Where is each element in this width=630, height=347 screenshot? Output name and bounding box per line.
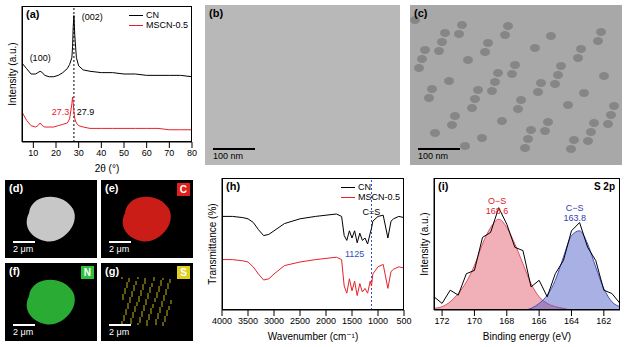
html-text:MSCN-0.5: MSCN-0.5 bbox=[358, 192, 400, 202]
svg-text:Intensity (a.u.): Intensity (a.u.) bbox=[419, 212, 430, 275]
html-text:2 μm: 2 μm bbox=[109, 244, 130, 254]
html-text:100 nm: 100 nm bbox=[213, 151, 243, 161]
svg-text:20: 20 bbox=[51, 148, 61, 158]
svg-text:500: 500 bbox=[396, 316, 411, 326]
html-text:(g): (g) bbox=[105, 265, 119, 277]
svg-text:3000: 3000 bbox=[264, 316, 284, 326]
html-text:CN: CN bbox=[146, 10, 159, 20]
svg-text:1125: 1125 bbox=[345, 249, 364, 259]
svg-text:2000: 2000 bbox=[316, 316, 336, 326]
svg-text:172: 172 bbox=[435, 316, 450, 326]
svg-text:163.8: 163.8 bbox=[563, 213, 586, 223]
svg-text:(002): (002) bbox=[82, 12, 103, 22]
html-text:100 nm: 100 nm bbox=[418, 151, 448, 161]
html-text:(h): (h) bbox=[226, 180, 240, 192]
html-text:MSCN-0.5: MSCN-0.5 bbox=[146, 20, 188, 30]
svg-text:4000: 4000 bbox=[212, 316, 232, 326]
svg-text:80: 80 bbox=[187, 148, 197, 158]
svg-text:Intensity (a.u.): Intensity (a.u.) bbox=[7, 42, 18, 105]
svg-text:10: 10 bbox=[28, 148, 38, 158]
html-text:2 μm: 2 μm bbox=[109, 327, 130, 337]
html-text:S 2p: S 2p bbox=[593, 181, 615, 192]
html-text:(b): (b) bbox=[209, 7, 223, 19]
svg-text:Binding energy (eV): Binding energy (eV) bbox=[483, 331, 571, 342]
svg-text:Transmittance (%): Transmittance (%) bbox=[207, 203, 218, 284]
html-text:2 μm: 2 μm bbox=[13, 327, 34, 337]
html-text:(f): (f) bbox=[9, 265, 20, 277]
svg-text:(100): (100) bbox=[30, 53, 51, 63]
svg-text:O−S: O−S bbox=[488, 196, 506, 206]
html-text:(c): (c) bbox=[414, 7, 428, 19]
svg-text:2500: 2500 bbox=[290, 316, 310, 326]
svg-text:30: 30 bbox=[74, 148, 84, 158]
svg-text:164: 164 bbox=[564, 316, 579, 326]
html-text:2 μm: 2 μm bbox=[13, 244, 34, 254]
svg-text:170: 170 bbox=[467, 316, 482, 326]
html-text:CN: CN bbox=[358, 182, 371, 192]
html-text:(d): (d) bbox=[9, 182, 23, 194]
svg-text:27.9: 27.9 bbox=[77, 107, 95, 117]
svg-text:2θ (°): 2θ (°) bbox=[95, 163, 120, 174]
html-text:(a): (a) bbox=[26, 8, 40, 20]
svg-text:27.3: 27.3 bbox=[52, 107, 70, 117]
html-text:(e): (e) bbox=[105, 182, 119, 194]
svg-text:166: 166 bbox=[532, 316, 547, 326]
svg-text:1500: 1500 bbox=[342, 316, 362, 326]
html-text:(i): (i) bbox=[438, 180, 449, 192]
svg-text:C−S: C−S bbox=[566, 203, 584, 213]
svg-text:70: 70 bbox=[164, 148, 174, 158]
svg-text:1000: 1000 bbox=[368, 316, 388, 326]
html-text:C: C bbox=[179, 184, 187, 195]
svg-text:168.6: 168.6 bbox=[486, 206, 509, 216]
svg-text:C=S: C=S bbox=[363, 207, 381, 217]
html-text:N: N bbox=[83, 267, 91, 278]
svg-text:162: 162 bbox=[596, 316, 611, 326]
svg-text:3500: 3500 bbox=[238, 316, 258, 326]
html-text:S: S bbox=[180, 267, 187, 278]
svg-text:50: 50 bbox=[119, 148, 129, 158]
svg-text:40: 40 bbox=[96, 148, 106, 158]
svg-text:Wavenumber (cm⁻¹): Wavenumber (cm⁻¹) bbox=[268, 331, 358, 342]
svg-text:60: 60 bbox=[142, 148, 152, 158]
svg-text:168: 168 bbox=[499, 316, 514, 326]
